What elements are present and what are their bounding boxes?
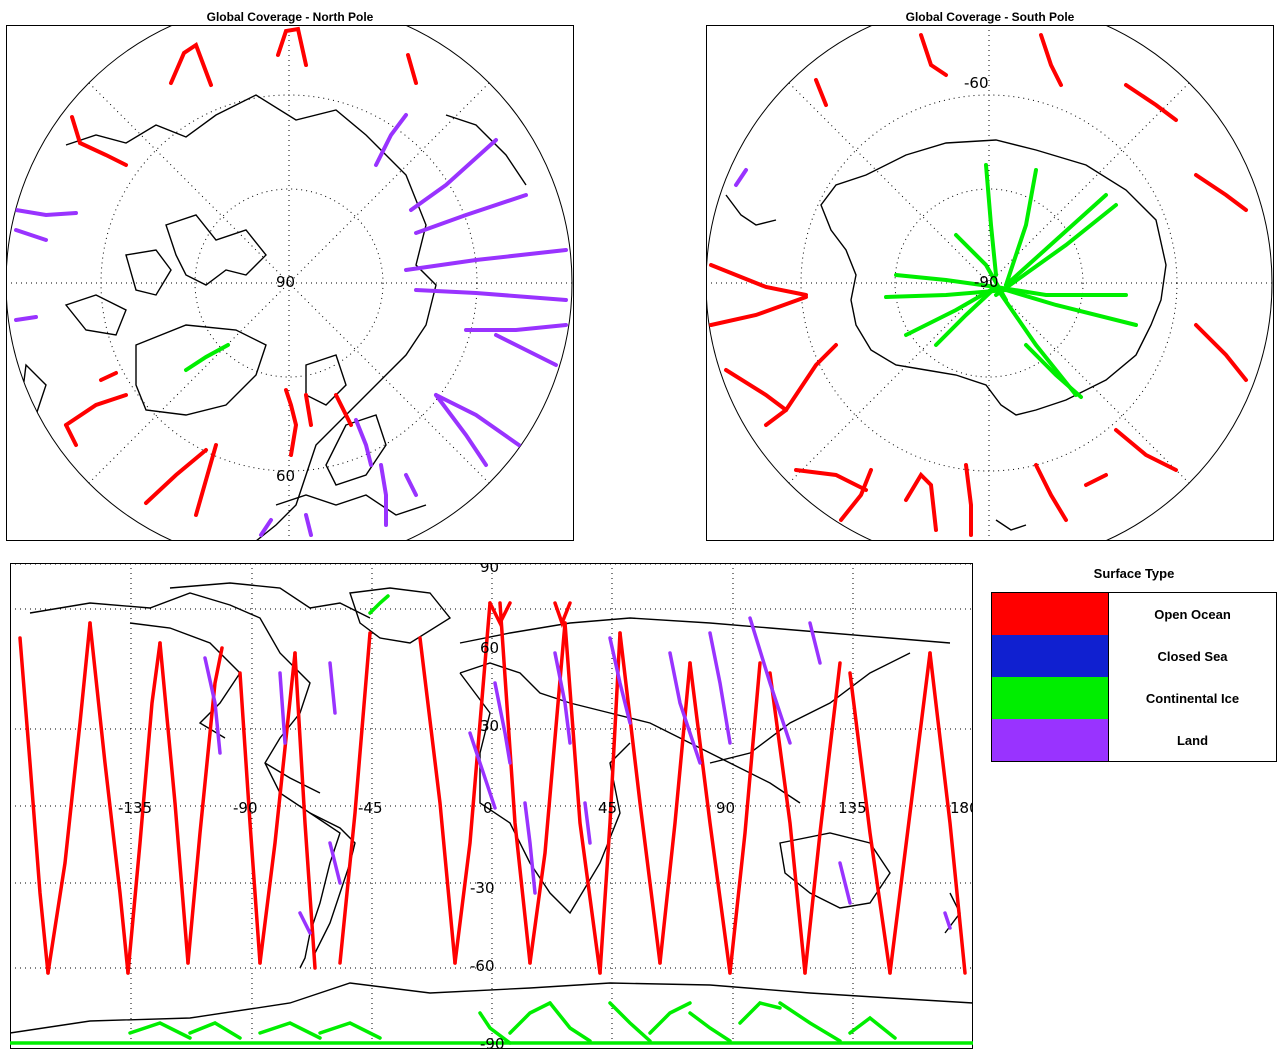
- world-lat-m30-label: -30: [470, 879, 495, 897]
- legend-title: Surface Type: [1093, 566, 1175, 581]
- legend-label-open-ocean: Open Ocean: [1108, 593, 1276, 635]
- world-lon-180-label: 180: [950, 799, 973, 817]
- world-lon-m90-label: -90: [233, 799, 258, 817]
- south-tracks: [709, 33, 1248, 537]
- world-lon-90-label: 90: [716, 799, 735, 817]
- legend-table: Open Ocean Closed Sea Continental Ice La…: [991, 592, 1277, 762]
- world-tracks-green: [10, 594, 973, 1045]
- world-coastlines: [10, 582, 973, 1034]
- world-lat-bottom-label: -90: [480, 1035, 505, 1049]
- world-lon-m135-label: -135: [118, 799, 152, 817]
- closed-sea-swatch: [992, 635, 1108, 677]
- south-center-label: -90: [974, 273, 999, 291]
- world-lon-135-label: 135: [838, 799, 867, 817]
- world-lat-60-label: 60: [480, 639, 499, 657]
- south-lat-label: -60: [964, 74, 989, 92]
- north-lat-label: 60: [276, 467, 295, 485]
- world-tracks-purple: [203, 616, 952, 935]
- world-map: 90 60 30 -30 -60 -90 -135 -90 -45 0 45 9…: [10, 563, 973, 1049]
- legend-label-closed-sea: Closed Sea: [1108, 635, 1276, 677]
- world-lat-top-label: 90: [480, 563, 499, 576]
- world-graticule: [10, 563, 973, 1049]
- legend-row-land: Land: [992, 719, 1276, 761]
- world-lat-m60-label: -60: [470, 957, 495, 975]
- world-lon-0-label: 0: [483, 799, 493, 817]
- south-pole-title: Global Coverage - South Pole: [905, 10, 1075, 24]
- world-lon-m45-label: -45: [358, 799, 383, 817]
- world-labels: 90 60 30 -30 -60 -90 -135 -90 -45 0 45 9…: [118, 563, 973, 1049]
- legend-row-closed-sea: Closed Sea: [992, 635, 1276, 677]
- north-pole-title: Global Coverage - North Pole: [206, 10, 374, 24]
- north-pole-map: 90 60: [6, 25, 574, 541]
- legend-label-continental-ice: Continental Ice: [1108, 677, 1276, 719]
- world-lon-45-label: 45: [598, 799, 617, 817]
- world-lat-30-label: 30: [480, 717, 499, 735]
- world-tracks-red: [18, 601, 967, 975]
- continental-ice-swatch: [992, 677, 1108, 719]
- land-swatch: [992, 719, 1108, 761]
- south-coastlines: [725, 139, 1167, 531]
- legend-row-continental-ice: Continental Ice: [992, 677, 1276, 719]
- north-tracks: [14, 26, 568, 537]
- open-ocean-swatch: [992, 593, 1108, 635]
- south-pole-map: -90 -60: [706, 25, 1274, 541]
- legend-label-land: Land: [1108, 719, 1276, 761]
- north-center-label: 90: [276, 273, 295, 291]
- south-graticule: [706, 25, 1272, 541]
- legend-row-open-ocean: Open Ocean: [992, 593, 1276, 635]
